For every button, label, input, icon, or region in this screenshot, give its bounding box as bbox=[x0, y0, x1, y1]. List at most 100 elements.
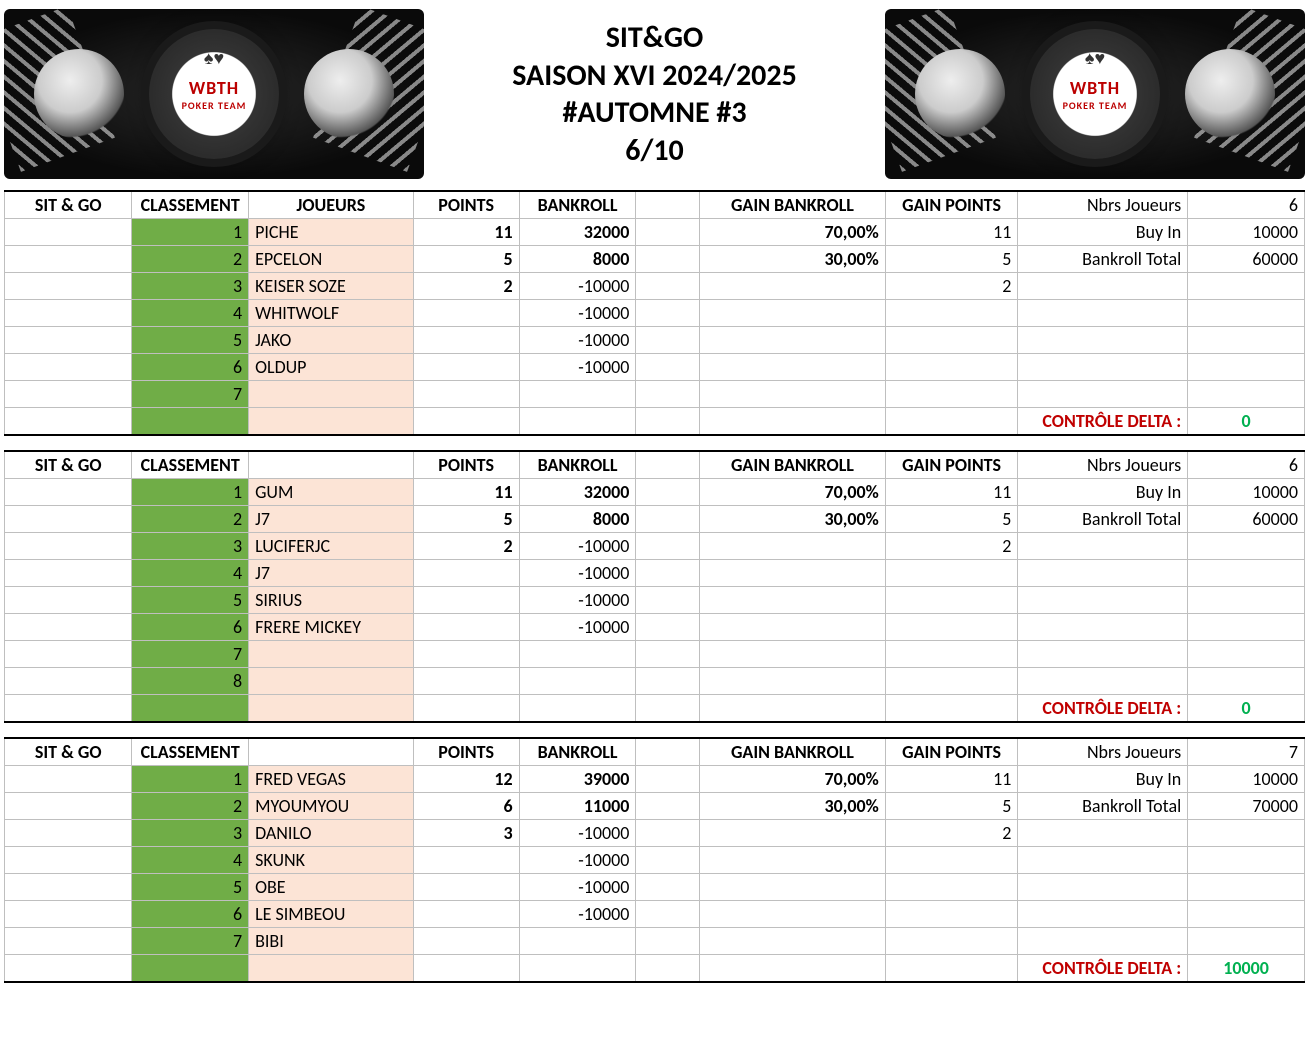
info-value bbox=[1188, 641, 1305, 668]
cell-bankroll: -10000 bbox=[519, 847, 636, 874]
table-row: 6LE SIMBEOU-10000 bbox=[5, 901, 1305, 928]
cell-rank: 7 bbox=[132, 928, 249, 955]
cell-gain-bankroll bbox=[700, 847, 886, 874]
info-label bbox=[1018, 327, 1188, 354]
cell-rank: 2 bbox=[132, 246, 249, 273]
table-row: 3DANILO3-100002 bbox=[5, 820, 1305, 847]
table-row: 2MYOUMYOU61100030,00%5Bankroll Total7000… bbox=[5, 793, 1305, 820]
cell-bankroll: -10000 bbox=[519, 354, 636, 381]
cell-points bbox=[413, 614, 519, 641]
info-value: 60000 bbox=[1188, 506, 1305, 533]
cell-points bbox=[413, 560, 519, 587]
info-label-nbrs: Nbrs Joueurs bbox=[1018, 451, 1188, 479]
info-value bbox=[1188, 928, 1305, 955]
th-joueurs bbox=[249, 451, 413, 479]
th-gain-bankroll: GAIN BANKROLL bbox=[700, 451, 886, 479]
th-points: POINTS bbox=[413, 738, 519, 766]
logo-right: WBTH POKER TEAM bbox=[885, 9, 1305, 179]
sitgo-table: SIT & GOCLASSEMENTPOINTSBANKROLLGAIN BAN… bbox=[4, 450, 1305, 723]
info-label bbox=[1018, 560, 1188, 587]
cell-bankroll: 11000 bbox=[519, 793, 636, 820]
controle-delta-value: 0 bbox=[1188, 695, 1305, 723]
cell-blank bbox=[5, 479, 132, 506]
cell-blank bbox=[636, 928, 700, 955]
cell-blank bbox=[5, 506, 132, 533]
cell-blank bbox=[5, 928, 132, 955]
cell-blank bbox=[5, 273, 132, 300]
cell-gain-points: 5 bbox=[885, 506, 1018, 533]
cell-blank bbox=[5, 820, 132, 847]
cell-blank bbox=[636, 820, 700, 847]
info-label bbox=[1018, 901, 1188, 928]
cell-rank: 4 bbox=[132, 560, 249, 587]
cell-bankroll: -10000 bbox=[519, 300, 636, 327]
info-label-nbrs: Nbrs Joueurs bbox=[1018, 191, 1188, 219]
cell-gain-bankroll: 30,00% bbox=[700, 793, 886, 820]
cell-gain-bankroll bbox=[700, 273, 886, 300]
table-row: 7BIBI bbox=[5, 928, 1305, 955]
info-label bbox=[1018, 928, 1188, 955]
cell-points: 2 bbox=[413, 533, 519, 560]
cell-points bbox=[413, 641, 519, 668]
info-label bbox=[1018, 354, 1188, 381]
th-blank bbox=[636, 451, 700, 479]
cell-gain-points bbox=[885, 668, 1018, 695]
cell-player: LUCIFERJC bbox=[249, 533, 413, 560]
cell-rank: 4 bbox=[132, 300, 249, 327]
sitgo-table: SIT & GOCLASSEMENTJOUEURSPOINTSBANKROLLG… bbox=[4, 190, 1305, 436]
cell-player: LE SIMBEOU bbox=[249, 901, 413, 928]
cell-gain-bankroll: 30,00% bbox=[700, 506, 886, 533]
cell-points: 2 bbox=[413, 273, 519, 300]
cell-player: PICHE bbox=[249, 219, 413, 246]
cell-rank: 7 bbox=[132, 641, 249, 668]
cell-rank: 6 bbox=[132, 354, 249, 381]
sitgo-table: SIT & GOCLASSEMENTPOINTSBANKROLLGAIN BAN… bbox=[4, 737, 1305, 983]
info-value bbox=[1188, 901, 1305, 928]
th-joueurs: JOUEURS bbox=[249, 191, 413, 219]
cell-gain-bankroll bbox=[700, 641, 886, 668]
info-value bbox=[1188, 533, 1305, 560]
cell-blank bbox=[636, 479, 700, 506]
cell-rank: 1 bbox=[132, 766, 249, 793]
cell-gain-bankroll: 70,00% bbox=[700, 479, 886, 506]
info-label bbox=[1018, 273, 1188, 300]
cell-blank bbox=[636, 614, 700, 641]
cell-gain-points bbox=[885, 928, 1018, 955]
cell-gain-bankroll bbox=[700, 300, 886, 327]
info-label bbox=[1018, 641, 1188, 668]
cell-bankroll: -10000 bbox=[519, 533, 636, 560]
cell-blank bbox=[5, 614, 132, 641]
cell-bankroll bbox=[519, 641, 636, 668]
info-label bbox=[1018, 668, 1188, 695]
info-label: Buy In bbox=[1018, 766, 1188, 793]
th-points: POINTS bbox=[413, 191, 519, 219]
cell-gain-points: 2 bbox=[885, 820, 1018, 847]
cell-blank bbox=[5, 560, 132, 587]
table-row: 4SKUNK-10000 bbox=[5, 847, 1305, 874]
cell-gain-points: 5 bbox=[885, 793, 1018, 820]
table-row: 8 bbox=[5, 668, 1305, 695]
th-gain-bankroll: GAIN BANKROLL bbox=[700, 738, 886, 766]
page-title: SIT&GO SAISON XVI 2024/2025 #AUTOMNE #3 … bbox=[424, 19, 885, 169]
cell-points bbox=[413, 354, 519, 381]
cell-bankroll: -10000 bbox=[519, 587, 636, 614]
cell-bankroll bbox=[519, 668, 636, 695]
cell-gain-bankroll bbox=[700, 381, 886, 408]
logo-text-bottom: POKER TEAM bbox=[182, 99, 247, 112]
cell-bankroll: 39000 bbox=[519, 766, 636, 793]
controle-delta-value: 0 bbox=[1188, 408, 1305, 436]
cell-player: JAKO bbox=[249, 327, 413, 354]
cell-gain-bankroll bbox=[700, 560, 886, 587]
info-label bbox=[1018, 874, 1188, 901]
cell-blank bbox=[636, 506, 700, 533]
cell-rank: 2 bbox=[132, 793, 249, 820]
info-value bbox=[1188, 668, 1305, 695]
controle-delta-value: 10000 bbox=[1188, 955, 1305, 983]
cell-gain-points bbox=[885, 354, 1018, 381]
cell-points bbox=[413, 381, 519, 408]
info-label: Buy In bbox=[1018, 219, 1188, 246]
logo-text-top: WBTH bbox=[1070, 77, 1120, 99]
controle-delta-label: CONTRÔLE DELTA : bbox=[1018, 955, 1188, 983]
cell-gain-bankroll bbox=[700, 928, 886, 955]
cell-bankroll bbox=[519, 928, 636, 955]
